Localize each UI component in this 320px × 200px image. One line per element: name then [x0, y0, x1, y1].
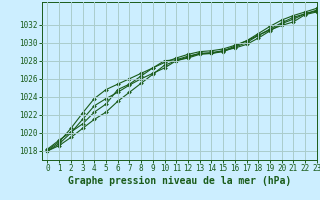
X-axis label: Graphe pression niveau de la mer (hPa): Graphe pression niveau de la mer (hPa)	[68, 176, 291, 186]
